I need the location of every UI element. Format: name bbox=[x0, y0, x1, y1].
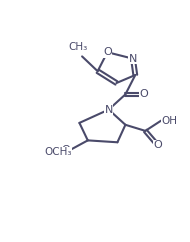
Text: CH₃: CH₃ bbox=[69, 42, 88, 52]
Text: OH: OH bbox=[161, 116, 177, 126]
Text: O: O bbox=[153, 140, 162, 150]
Text: N: N bbox=[105, 105, 113, 115]
Text: N: N bbox=[129, 54, 137, 64]
Text: O: O bbox=[103, 47, 112, 57]
Text: O: O bbox=[140, 89, 148, 99]
Text: OCH₃: OCH₃ bbox=[44, 147, 72, 157]
Text: O: O bbox=[62, 145, 70, 155]
